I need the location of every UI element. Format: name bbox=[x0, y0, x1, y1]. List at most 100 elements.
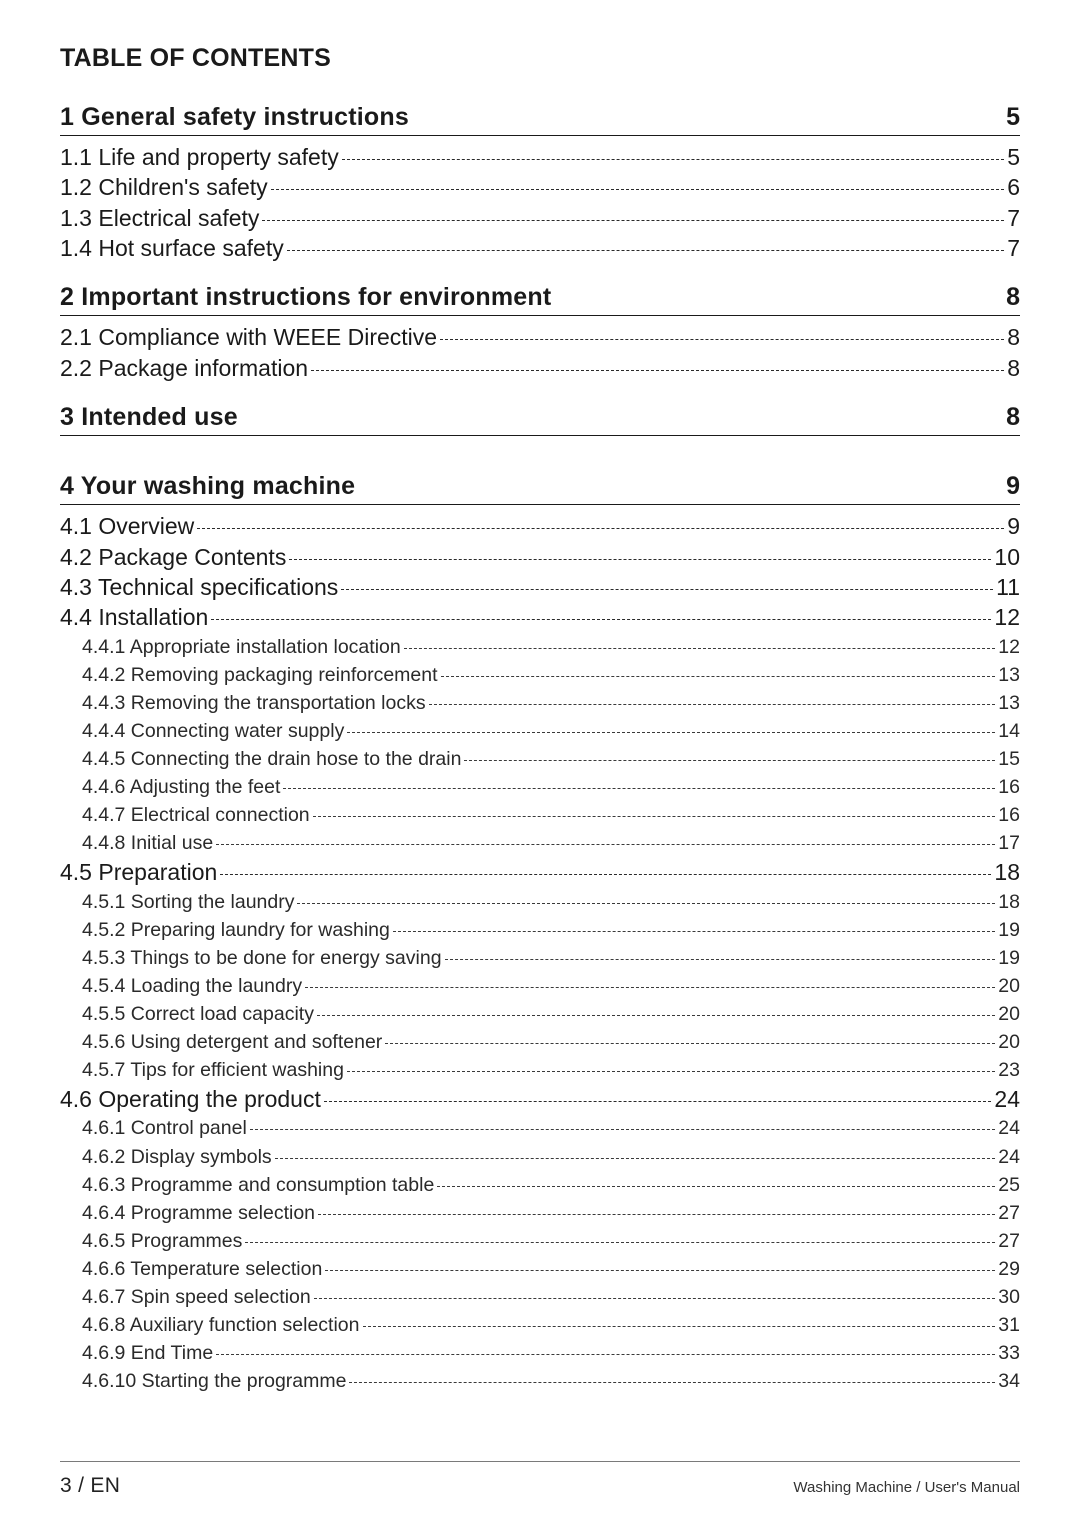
toc-leader bbox=[283, 788, 995, 789]
toc-entry-label: 1.1 Life and property safety bbox=[60, 142, 339, 172]
toc-leader bbox=[262, 220, 1004, 221]
toc-entry-label: 4.6.6 Temperature selection bbox=[82, 1255, 322, 1283]
toc-entry-page: 16 bbox=[998, 801, 1020, 829]
toc-leader bbox=[287, 250, 1004, 251]
toc-entry-page: 8 bbox=[1007, 322, 1020, 352]
toc-entry-page: 7 bbox=[1007, 233, 1020, 263]
toc-entry-page: 5 bbox=[1007, 142, 1020, 172]
toc-entry-label: 4.4.8 Initial use bbox=[82, 829, 213, 857]
toc-entry-level2: 4.6.5 Programmes 27 bbox=[60, 1227, 1020, 1255]
toc-entry-label: 4.6.2 Display symbols bbox=[82, 1143, 272, 1171]
toc-entry-label: 1.3 Electrical safety bbox=[60, 203, 259, 233]
toc-entry-label: 2.2 Package information bbox=[60, 353, 308, 383]
toc-leader bbox=[311, 370, 1004, 371]
toc-entry-page: 17 bbox=[998, 829, 1020, 857]
toc-entry-page: 9 bbox=[1007, 511, 1020, 541]
toc-entry-page: 6 bbox=[1007, 172, 1020, 202]
toc-leader bbox=[314, 1298, 996, 1299]
toc-entry-level1: 1.2 Children's safety 6 bbox=[60, 172, 1020, 202]
toc-entry-label: 4.1 Overview bbox=[60, 511, 194, 541]
toc-entry-label: 4.4.3 Removing the transportation locks bbox=[82, 689, 426, 717]
toc-entry-label: 4.4.6 Adjusting the feet bbox=[82, 773, 280, 801]
toc-entry-page: 8 bbox=[1007, 353, 1020, 383]
toc-entry-page: 20 bbox=[998, 1028, 1020, 1056]
toc-entry-label: 4.4.1 Appropriate installation location bbox=[82, 633, 401, 661]
toc-entry-page: 19 bbox=[998, 916, 1020, 944]
toc-entry-page: 18 bbox=[998, 888, 1020, 916]
toc-leader bbox=[317, 1015, 995, 1016]
toc-entry-page: 16 bbox=[998, 773, 1020, 801]
toc-entry-label: 4.5 Preparation bbox=[60, 857, 217, 887]
footer-doc-title: Washing Machine / User's Manual bbox=[793, 1479, 1020, 1496]
page-title: TABLE OF CONTENTS bbox=[60, 44, 1020, 73]
spacer bbox=[60, 442, 1020, 452]
toc-entry-page: 12 bbox=[994, 602, 1020, 632]
toc-leader bbox=[216, 1354, 995, 1355]
toc-entry-page: 24 bbox=[998, 1114, 1020, 1142]
toc-entry-level2: 4.4.5 Connecting the drain hose to the d… bbox=[60, 745, 1020, 773]
toc-entry-label: 4.4.5 Connecting the drain hose to the d… bbox=[82, 745, 461, 773]
toc-entry-page: 11 bbox=[996, 572, 1020, 602]
toc-leader bbox=[216, 844, 995, 845]
toc-entry-page: 20 bbox=[998, 972, 1020, 1000]
toc-entry-page: 24 bbox=[994, 1084, 1020, 1114]
toc-leader bbox=[305, 987, 995, 988]
toc-entry-page: 18 bbox=[994, 857, 1020, 887]
toc-entry-label: 4.6.7 Spin speed selection bbox=[82, 1283, 311, 1311]
toc-entry-page: 24 bbox=[998, 1143, 1020, 1171]
toc-entry-page: 10 bbox=[994, 542, 1020, 572]
toc-entry-label: 1.2 Children's safety bbox=[60, 172, 268, 202]
toc-leader bbox=[437, 1186, 995, 1187]
toc-leader bbox=[197, 528, 1004, 529]
toc-section: 4 Your washing machine94.1 Overview 94.2… bbox=[60, 472, 1020, 1395]
toc-entry-level2: 4.4.7 Electrical connection 16 bbox=[60, 801, 1020, 829]
toc-leader bbox=[324, 1101, 992, 1102]
toc-entry-level1: 2.1 Compliance with WEEE Directive 8 bbox=[60, 322, 1020, 352]
toc-entry-level2: 4.5.6 Using detergent and softener 20 bbox=[60, 1028, 1020, 1056]
toc-entry-level2: 4.6.10 Starting the programme 34 bbox=[60, 1367, 1020, 1395]
toc-entry-level2: 4.4.4 Connecting water supply 14 bbox=[60, 717, 1020, 745]
toc-entry-label: 4.5.3 Things to be done for energy savin… bbox=[82, 944, 442, 972]
toc-entry-level2: 4.6.3 Programme and consumption table 25 bbox=[60, 1171, 1020, 1199]
toc-entry-level2: 4.5.2 Preparing laundry for washing 19 bbox=[60, 916, 1020, 944]
toc-leader bbox=[211, 619, 991, 620]
toc-leader bbox=[271, 189, 1005, 190]
toc-entry-label: 4.5.4 Loading the laundry bbox=[82, 972, 302, 1000]
toc-entry-level2: 4.6.9 End Time 33 bbox=[60, 1339, 1020, 1367]
toc-entry-label: 4.4.4 Connecting water supply bbox=[82, 717, 344, 745]
footer-page-lang: 3 / EN bbox=[60, 1474, 120, 1498]
toc-entry-label: 4.6.8 Auxiliary function selection bbox=[82, 1311, 360, 1339]
toc-entry-level1: 4.3 Technical specifications 11 bbox=[60, 572, 1020, 602]
toc-entry-page: 25 bbox=[998, 1171, 1020, 1199]
toc-section-header: 2 Important instructions for environment… bbox=[60, 283, 1020, 316]
toc-section-page: 8 bbox=[1006, 403, 1020, 432]
toc-entry-level2: 4.4.6 Adjusting the feet 16 bbox=[60, 773, 1020, 801]
toc-leader bbox=[342, 159, 1004, 160]
toc-leader bbox=[245, 1242, 995, 1243]
toc-leader bbox=[445, 959, 996, 960]
toc-entry-label: 4.5.2 Preparing laundry for washing bbox=[82, 916, 390, 944]
toc-entry-level1: 4.6 Operating the product 24 bbox=[60, 1084, 1020, 1114]
toc-entry-page: 15 bbox=[998, 745, 1020, 773]
toc-entry-page: 13 bbox=[998, 661, 1020, 689]
toc-leader bbox=[220, 874, 991, 875]
toc-entry-level2: 4.6.2 Display symbols 24 bbox=[60, 1143, 1020, 1171]
toc-entry-label: 4.6.10 Starting the programme bbox=[82, 1367, 346, 1395]
toc-leader bbox=[318, 1214, 995, 1215]
toc-leader bbox=[404, 648, 996, 649]
toc-section-page: 9 bbox=[1006, 472, 1020, 501]
toc-leader bbox=[297, 903, 995, 904]
toc-entry-label: 4.3 Technical specifications bbox=[60, 572, 338, 602]
table-of-contents: 1 General safety instructions51.1 Life a… bbox=[60, 103, 1020, 1395]
toc-leader bbox=[341, 589, 993, 590]
toc-entry-page: 27 bbox=[998, 1199, 1020, 1227]
toc-entry-page: 20 bbox=[998, 1000, 1020, 1028]
toc-entry-level2: 4.5.5 Correct load capacity 20 bbox=[60, 1000, 1020, 1028]
toc-section-page: 8 bbox=[1006, 283, 1020, 312]
toc-entry-level2: 4.4.3 Removing the transportation locks … bbox=[60, 689, 1020, 717]
toc-entry-page: 29 bbox=[998, 1255, 1020, 1283]
toc-entry-level2: 4.6.7 Spin speed selection 30 bbox=[60, 1283, 1020, 1311]
toc-leader bbox=[429, 704, 996, 705]
toc-entry-level2: 4.4.2 Removing packaging reinforcement 1… bbox=[60, 661, 1020, 689]
toc-leader bbox=[250, 1129, 996, 1130]
